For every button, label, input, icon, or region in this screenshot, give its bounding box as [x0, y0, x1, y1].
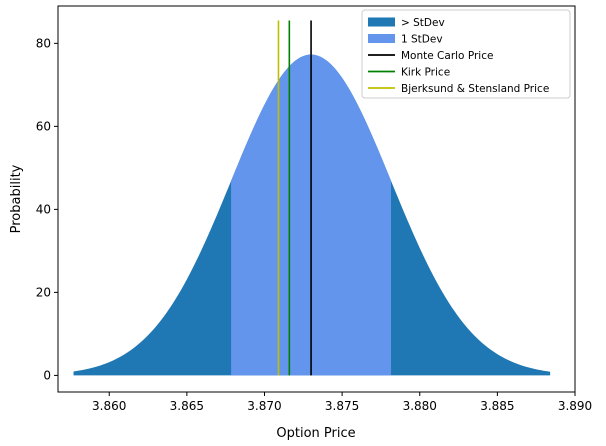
y-tick-label: 20 — [36, 285, 51, 299]
y-axis: 0 20 40 60 80 — [36, 36, 58, 382]
x-axis: 3.860 3.865 3.870 3.875 3.880 3.885 3.890 — [92, 392, 592, 413]
legend-label: Bjerksund & Stensland Price — [401, 83, 549, 95]
legend-box — [361, 9, 571, 99]
x-tick-label: 3.875 — [325, 399, 359, 413]
legend-swatch — [368, 17, 395, 27]
x-tick-label: 3.890 — [558, 399, 592, 413]
x-tick-label: 3.885 — [480, 399, 514, 413]
x-tick-label: 3.880 — [403, 399, 437, 413]
legend-label: 1 StDev — [401, 34, 443, 46]
y-tick-label: 0 — [43, 368, 51, 382]
x-tick-label: 3.860 — [92, 399, 126, 413]
plot-area — [73, 20, 551, 376]
y-tick-label: 40 — [36, 202, 51, 216]
legend-label: Kirk Price — [401, 67, 450, 79]
x-axis-label: Option Price — [276, 426, 355, 441]
y-tick-label: 60 — [36, 119, 51, 133]
legend-label: Monte Carlo Price — [401, 50, 493, 62]
y-tick-label: 80 — [36, 36, 51, 50]
legend-label: > StDev — [401, 17, 445, 29]
plot-frame — [57, 5, 576, 393]
x-tick-label: 3.870 — [247, 399, 281, 413]
y-axis-label: Probability — [9, 164, 24, 233]
legend-swatch — [368, 34, 395, 43]
legend: > StDev 1 StDev Monte Carlo Price Kirk Pric… — [361, 9, 571, 99]
x-tick-label: 3.865 — [170, 399, 204, 413]
